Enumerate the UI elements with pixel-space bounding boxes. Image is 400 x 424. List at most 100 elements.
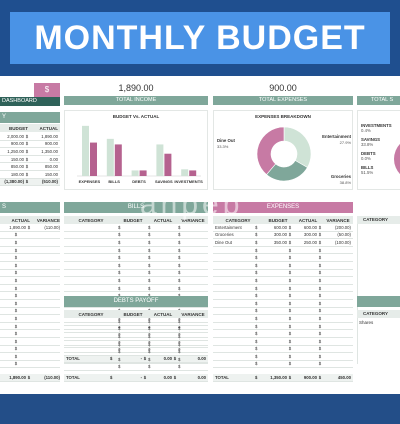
income-row[interactable]: $ xyxy=(0,262,60,270)
expenses-budget-currency: $ xyxy=(255,262,258,268)
debts-row[interactable]: $ $ $ xyxy=(64,348,208,356)
bar-savings-actual xyxy=(164,153,172,176)
expenses-actual-currency: $ xyxy=(288,338,292,344)
expenses-actual-currency: $ xyxy=(288,315,292,321)
bills-row[interactable]: $ $ $ xyxy=(64,270,208,278)
expenses-variance-currency: $ xyxy=(318,361,322,367)
income-row[interactable]: $ xyxy=(0,330,60,338)
income-row[interactable]: $ xyxy=(0,338,60,346)
bills-row[interactable]: $ $ $ xyxy=(64,232,208,240)
income-row[interactable]: $ xyxy=(0,292,60,300)
debts-row[interactable]: $ $ $ xyxy=(64,326,208,334)
bills-row[interactable]: $ $ $ xyxy=(64,315,208,323)
bills-row[interactable]: $ $ $ xyxy=(64,285,208,293)
debts-total-currency-2: $ xyxy=(143,374,147,380)
debts-budget-currency: $ xyxy=(118,318,121,324)
bills-actual-currency: $ xyxy=(148,232,151,238)
expenses-row[interactable]: $ $ $ xyxy=(213,254,353,262)
debts-row[interactable]: $ $ $ xyxy=(64,318,208,326)
expenses-row[interactable]: $ $ $ xyxy=(213,353,353,361)
income-row[interactable]: $ xyxy=(0,315,60,323)
summary-row: 900.00 $900.00 xyxy=(0,141,60,149)
bills-row[interactable]: $ $ $ xyxy=(64,254,208,262)
total-income-value: 1,890.00 xyxy=(118,83,154,93)
total-expenses-value: 900.00 xyxy=(269,83,297,93)
expenses-row[interactable]: Dine Out $350.00 $250.00 $ (100.00) xyxy=(213,239,353,247)
dashboard-label[interactable]: DASHBOARD xyxy=(0,97,60,106)
pie-label: Dine Out xyxy=(217,138,235,143)
bills-row[interactable]: $ $ $ xyxy=(64,338,208,346)
bills-row[interactable]: $ $ $ xyxy=(64,239,208,247)
income-table-rows: 1,890.00 $ (110.00) $ $ $ $ $ $ $ $ $ $ $ $ $ $ $ $ $ $ xyxy=(0,224,60,369)
bar-chart-svg: EXPENSES BILLS DEBTS SAVINGS INVESTMENTS xyxy=(77,125,203,184)
expenses-row[interactable]: $ $ $ xyxy=(213,300,353,308)
expenses-row[interactable]: $ $ $ xyxy=(213,277,353,285)
summary-header-partial: Y xyxy=(0,112,60,123)
bills-budget-currency: $ xyxy=(118,247,121,253)
income-row[interactable]: $ xyxy=(0,308,60,316)
bills-row[interactable]: $ $ $ xyxy=(64,277,208,285)
bar-category-label: SAVINGS xyxy=(155,179,173,184)
bills-row[interactable]: $ $ $ xyxy=(64,346,208,354)
debts-row[interactable]: $ $ $ xyxy=(64,341,208,349)
summary-pie-label: INVESTMENTS xyxy=(361,123,392,128)
bills-row[interactable]: $ $ $ xyxy=(64,262,208,270)
bills-budget-currency: $ xyxy=(118,255,121,261)
expenses-row[interactable]: $ $ $ xyxy=(213,338,353,346)
income-currency: $ xyxy=(14,232,18,238)
expenses-row[interactable]: $ $ $ xyxy=(213,308,353,316)
expenses-variance-currency: $ xyxy=(318,338,322,344)
expenses-row[interactable]: $ $ $ xyxy=(213,315,353,323)
bills-actual-currency: $ xyxy=(148,255,151,261)
income-row[interactable]: $ xyxy=(0,232,60,240)
expenses-row[interactable]: Groceries $300.00 $300.00 $ (50.00) xyxy=(213,232,353,240)
debts-actual-currency: $ xyxy=(148,356,151,362)
bills-row[interactable]: $ $ $ xyxy=(64,247,208,255)
income-row[interactable]: $ xyxy=(0,300,60,308)
bills-actual-header: ACTUAL xyxy=(153,217,173,223)
expenses-row[interactable]: $ $ $ xyxy=(213,247,353,255)
income-row[interactable]: $ xyxy=(0,346,60,354)
expenses-total-actual: 900.00 xyxy=(303,374,317,380)
bar-expenses-actual xyxy=(90,142,97,176)
debts-row[interactable]: $ $ $ xyxy=(64,364,208,372)
expenses-variance: (100.00) xyxy=(334,239,351,245)
debts-row[interactable]: $ $ $ xyxy=(64,333,208,341)
summary-pie-svg xyxy=(394,143,400,175)
debts-actual-currency: $ xyxy=(148,341,151,347)
expenses-variance-header: VARIANCE xyxy=(326,217,350,223)
income-row[interactable]: $ xyxy=(0,285,60,293)
bills-row[interactable]: $ $ $ xyxy=(64,323,208,331)
bills-row[interactable]: $ $ $ xyxy=(64,224,208,232)
bills-budget-currency: $ xyxy=(118,239,121,245)
expenses-row[interactable]: $ $ $ xyxy=(213,323,353,331)
income-currency: $ xyxy=(14,353,18,359)
expenses-variance-currency: $ xyxy=(318,262,322,268)
pie-label: Groceries xyxy=(331,174,352,179)
expenses-row[interactable]: Entertainment $600.00 $600.00 $ (200.00) xyxy=(213,224,353,232)
income-row[interactable]: $ xyxy=(0,247,60,255)
income-row[interactable]: $ xyxy=(0,323,60,331)
income-row[interactable]: $ xyxy=(0,361,60,369)
summary-pie-percent: 0.0% xyxy=(361,156,371,161)
expenses-row[interactable]: $ $ $ xyxy=(213,270,353,278)
expenses-row[interactable]: $ $ $ xyxy=(213,285,353,293)
income-row[interactable]: $ xyxy=(0,270,60,278)
income-row[interactable]: $ xyxy=(0,353,60,361)
debts-row[interactable]: $ $ $ xyxy=(64,356,208,364)
bills-actual-currency: $ xyxy=(148,270,151,276)
income-row[interactable]: 1,890.00 $ (110.00) xyxy=(0,224,60,232)
summary-budget-value: 150.00 xyxy=(10,156,24,162)
expenses-row[interactable]: $ $ $ xyxy=(213,262,353,270)
pie-percent-label: 27.9% xyxy=(340,140,352,145)
income-row[interactable]: $ xyxy=(0,254,60,262)
income-row[interactable]: $ xyxy=(0,239,60,247)
income-row[interactable]: $ xyxy=(0,277,60,285)
expenses-row[interactable]: $ $ $ xyxy=(213,330,353,338)
bills-row[interactable]: $ $ $ xyxy=(64,330,208,338)
expenses-row[interactable]: $ $ $ xyxy=(213,361,353,369)
expenses-row[interactable]: $ $ $ xyxy=(213,292,353,300)
debts-budget-currency: $ xyxy=(118,349,121,355)
summary-columns: BUDGET ACTUAL xyxy=(0,124,60,132)
expenses-row[interactable]: $ $ $ xyxy=(213,346,353,354)
